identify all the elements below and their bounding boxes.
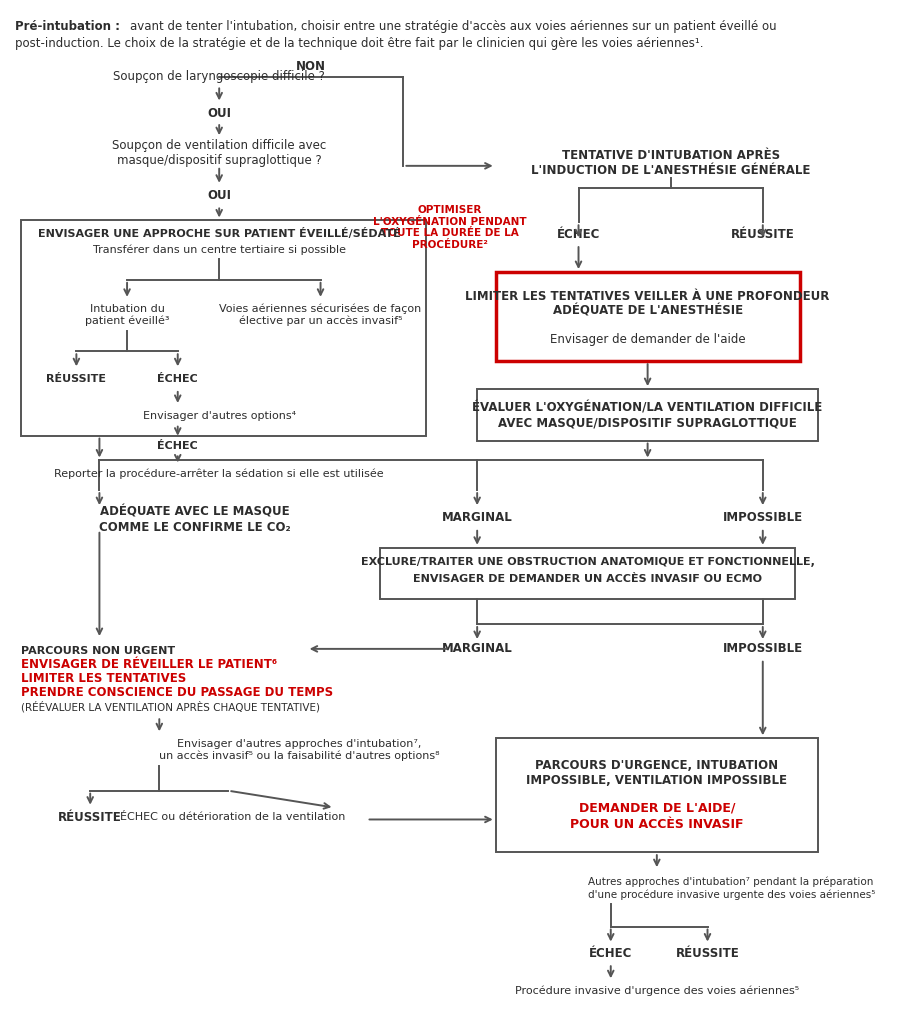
Text: ENVISAGER DE RÉVEILLER LE PATIENT⁶: ENVISAGER DE RÉVEILLER LE PATIENT⁶: [21, 658, 278, 672]
Text: ÉCHEC ou détérioration de la ventilation: ÉCHEC ou détérioration de la ventilation: [121, 812, 346, 822]
Text: OPTIMISER
L'OXYGÉNATION PENDANT
TOUTE LA DURÉE DE LA
PROCÉDURE²: OPTIMISER L'OXYGÉNATION PENDANT TOUTE LA…: [372, 205, 526, 250]
Bar: [478, 389, 818, 440]
Text: ÉCHEC: ÉCHEC: [589, 947, 632, 959]
Text: avant de tenter l'intubation, choisir entre une stratégie d'accès aux voies aéri: avant de tenter l'intubation, choisir en…: [130, 20, 776, 33]
Text: Autres approches d'intubation⁷ pendant la préparation: Autres approches d'intubation⁷ pendant l…: [587, 877, 873, 887]
Text: RÉUSSITE: RÉUSSITE: [46, 374, 106, 384]
Text: DEMANDER DE L'AIDE/: DEMANDER DE L'AIDE/: [579, 801, 735, 814]
Text: OUI: OUI: [207, 106, 231, 120]
Text: Pré-intubation :: Pré-intubation :: [15, 20, 120, 33]
Bar: [381, 548, 795, 599]
Text: RÉUSSITE: RÉUSSITE: [731, 227, 795, 241]
Text: Envisager de demander de l'aide: Envisager de demander de l'aide: [550, 333, 745, 346]
Text: Envisager d'autres approches d'intubation⁷,
un accès invasif⁵ ou la faisabilité : Envisager d'autres approches d'intubatio…: [160, 739, 440, 761]
Text: ÉCHEC: ÉCHEC: [158, 374, 198, 384]
Text: RÉUSSITE: RÉUSSITE: [58, 811, 122, 824]
Text: IMPOSSIBLE: IMPOSSIBLE: [723, 511, 803, 524]
Text: ADÉQUATE AVEC LE MASQUE
COMME LE CONFIRME LE CO₂: ADÉQUATE AVEC LE MASQUE COMME LE CONFIRM…: [100, 506, 291, 534]
Text: Transférer dans un centre tertiaire si possible: Transférer dans un centre tertiaire si p…: [93, 245, 346, 255]
Text: ÉCHEC: ÉCHEC: [557, 227, 600, 241]
Text: Soupçon de laryngoscopie difficile ?: Soupçon de laryngoscopie difficile ?: [113, 70, 325, 83]
Text: IMPOSSIBLE: IMPOSSIBLE: [723, 642, 803, 655]
Text: ÉCHEC: ÉCHEC: [158, 440, 198, 451]
Text: Intubation du
patient éveillé³: Intubation du patient éveillé³: [85, 303, 170, 326]
Bar: [21, 220, 427, 435]
Text: LIMITER LES TENTATIVES: LIMITER LES TENTATIVES: [21, 672, 186, 685]
Text: Procédure invasive d'urgence des voies aériennes⁵: Procédure invasive d'urgence des voies a…: [514, 986, 798, 996]
Text: ÉVALUER L'OXYGÉNATION/LA VENTILATION DIFFICILE
AVEC MASQUE/DISPOSITIF SUPRAGLOTT: ÉVALUER L'OXYGÉNATION/LA VENTILATION DIF…: [472, 401, 822, 430]
Text: ENVISAGER UNE APPROCHE SUR PATIENT ÉVEILLÉ/SÉDATÉ: ENVISAGER UNE APPROCHE SUR PATIENT ÉVEIL…: [38, 227, 400, 239]
Text: MARGINAL: MARGINAL: [442, 511, 513, 524]
Text: Reporter la procédure-arrêter la sédation si elle est utilisée: Reporter la procédure-arrêter la sédatio…: [54, 468, 384, 478]
Text: ENVISAGER DE DEMANDER UN ACCÈS INVASIF OU ECMO: ENVISAGER DE DEMANDER UN ACCÈS INVASIF O…: [413, 574, 762, 585]
Text: (RÉÉVALUER LA VENTILATION APRÈS CHAQUE TENTATIVE): (RÉÉVALUER LA VENTILATION APRÈS CHAQUE T…: [21, 700, 320, 712]
Text: OUI: OUI: [207, 189, 231, 202]
Text: PARCOURS D'URGENCE, INTUBATION: PARCOURS D'URGENCE, INTUBATION: [536, 760, 778, 772]
Bar: [496, 272, 799, 361]
Text: PRENDRE CONSCIENCE DU PASSAGE DU TEMPS: PRENDRE CONSCIENCE DU PASSAGE DU TEMPS: [21, 686, 333, 699]
Text: POUR UN ACCÈS INVASIF: POUR UN ACCÈS INVASIF: [570, 818, 743, 830]
Text: EXCLURE/TRAITER UNE OBSTRUCTION ANATOMIQUE ET FONCTIONNELLE,: EXCLURE/TRAITER UNE OBSTRUCTION ANATOMIQ…: [361, 557, 815, 566]
Text: Soupçon de ventilation difficile avec
masque/dispositif supraglottique ?: Soupçon de ventilation difficile avec ma…: [112, 139, 326, 167]
Text: Voies aériennes sécurisées de façon
élective par un accès invasif⁵: Voies aériennes sécurisées de façon élec…: [219, 303, 421, 326]
Text: LIMITER LES TENTATIVES VEILLER À UNE PROFONDEUR
ADÉQUATE DE L'ANESTHÉSIE: LIMITER LES TENTATIVES VEILLER À UNE PRO…: [466, 290, 830, 317]
Text: IMPOSSIBLE, VENTILATION IMPOSSIBLE: IMPOSSIBLE, VENTILATION IMPOSSIBLE: [526, 774, 787, 787]
Text: RÉUSSITE: RÉUSSITE: [676, 947, 739, 959]
Bar: [496, 738, 818, 852]
Text: d'une procédure invasive urgente des voies aériennes⁵: d'une procédure invasive urgente des voi…: [587, 890, 875, 900]
Text: Envisager d'autres options⁴: Envisager d'autres options⁴: [143, 411, 296, 421]
Text: NON: NON: [296, 60, 326, 73]
Text: TENTATIVE D'INTUBATION APRÈS
L'INDUCTION DE L'ANESTHÉSIE GÉNÉRALE: TENTATIVE D'INTUBATION APRÈS L'INDUCTION…: [531, 148, 810, 177]
Text: MARGINAL: MARGINAL: [442, 642, 513, 655]
Text: PARCOURS NON URGENT: PARCOURS NON URGENT: [21, 646, 175, 655]
Text: post-induction. Le choix de la stratégie et de la technique doit être fait par l: post-induction. Le choix de la stratégie…: [15, 37, 703, 50]
